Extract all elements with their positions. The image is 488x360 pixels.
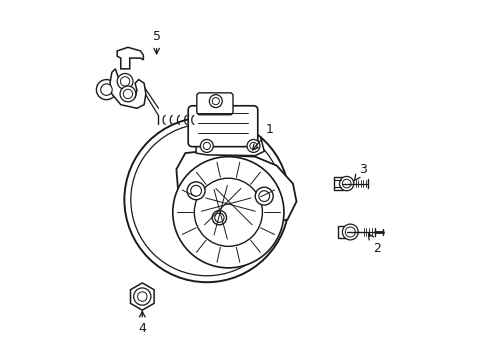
Circle shape bbox=[246, 139, 260, 152]
Circle shape bbox=[258, 191, 269, 202]
Polygon shape bbox=[337, 226, 346, 238]
FancyBboxPatch shape bbox=[196, 93, 233, 115]
Circle shape bbox=[249, 142, 257, 149]
Text: 5: 5 bbox=[152, 30, 161, 54]
Circle shape bbox=[131, 124, 282, 276]
Circle shape bbox=[212, 98, 219, 105]
Circle shape bbox=[137, 292, 147, 301]
Circle shape bbox=[123, 89, 132, 99]
Circle shape bbox=[212, 211, 226, 225]
Circle shape bbox=[339, 176, 353, 191]
Circle shape bbox=[203, 142, 210, 149]
Circle shape bbox=[120, 86, 136, 102]
Circle shape bbox=[133, 288, 151, 305]
Polygon shape bbox=[176, 151, 296, 225]
Circle shape bbox=[255, 187, 273, 205]
Circle shape bbox=[124, 117, 289, 282]
Text: 3: 3 bbox=[354, 163, 366, 181]
Circle shape bbox=[194, 178, 262, 246]
Circle shape bbox=[101, 84, 112, 95]
Polygon shape bbox=[196, 135, 264, 156]
Text: 1: 1 bbox=[252, 123, 273, 150]
Circle shape bbox=[172, 157, 284, 268]
Circle shape bbox=[120, 77, 129, 86]
Circle shape bbox=[190, 185, 201, 196]
Polygon shape bbox=[130, 283, 154, 310]
Circle shape bbox=[345, 227, 355, 237]
Text: 4: 4 bbox=[138, 311, 146, 335]
Polygon shape bbox=[117, 47, 143, 69]
Circle shape bbox=[342, 224, 357, 240]
Circle shape bbox=[342, 179, 350, 188]
Circle shape bbox=[117, 73, 133, 89]
Polygon shape bbox=[110, 69, 145, 108]
Text: 2: 2 bbox=[368, 234, 380, 255]
FancyBboxPatch shape bbox=[188, 106, 257, 147]
Circle shape bbox=[187, 182, 204, 200]
Circle shape bbox=[209, 95, 222, 108]
Circle shape bbox=[214, 213, 224, 222]
Circle shape bbox=[96, 80, 116, 100]
Polygon shape bbox=[333, 177, 343, 190]
Circle shape bbox=[200, 139, 213, 152]
